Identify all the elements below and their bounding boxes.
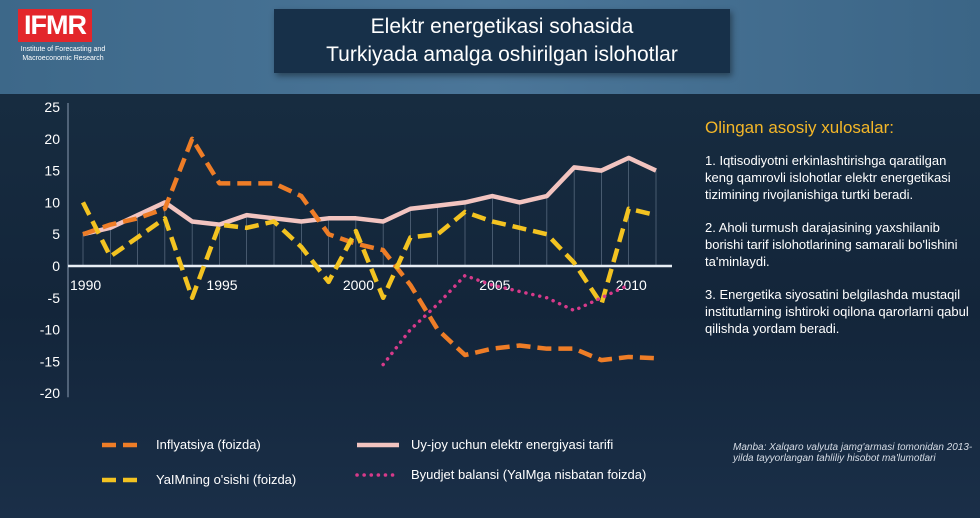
legend-item: Uy-joy uchun elektr energiyasi tarifi — [355, 437, 613, 452]
series-line-2 — [80, 201, 657, 307]
x-tick-label: 2005 — [479, 277, 510, 293]
legend-label: Uy-joy uchun elektr energiyasi tarifi — [411, 437, 614, 452]
y-tick-label: 15 — [44, 163, 60, 179]
legend-label: Inflyatsiya (foizda) — [156, 437, 261, 452]
y-tick-label: 5 — [52, 226, 60, 242]
series-line-3 — [381, 273, 631, 367]
legend-swatch — [102, 477, 144, 482]
title-line-2: Turkiyada amalga oshirilgan islohotlar — [326, 43, 678, 66]
conclusions-panel: Olingan asosiy xulosalar: 1. Iqtisodiyot… — [705, 118, 975, 353]
legend-swatch — [355, 472, 401, 477]
legend-label: Byudjet balansi (YaIMga nisbatan foizda) — [411, 467, 647, 482]
legend-swatch — [357, 442, 399, 447]
line-chart: 25 20 15 10 5 0 -5 -10 -15 -20 1990 1995 2000 2005 201… — [40, 99, 672, 401]
conclusion-1: 1. Iqtisodiyotni erkinlashtirishga qarat… — [705, 153, 951, 202]
title-line-1: Elektr energetikasi sohasida — [370, 15, 634, 38]
legend-item: Byudjet balansi (YaIMga nisbatan foizda) — [355, 467, 646, 482]
y-tick-label: 0 — [52, 258, 60, 274]
legend-swatch — [102, 442, 144, 447]
logo-subtitle: Institute of Forecasting and Macroeconom… — [20, 46, 106, 62]
y-tick-label: 20 — [44, 131, 60, 147]
legend-item: Inflyatsiya (foizda) — [100, 437, 261, 452]
page-title: Elektr energetikasi sohasida Turkiyada a… — [274, 9, 730, 73]
logo-mark: IFMR — [18, 9, 92, 42]
conclusion-3: 3. Energetika siyosatini belgilashda mus… — [705, 287, 969, 336]
x-tick-label: 1995 — [206, 277, 237, 293]
conclusion-2: 2. Aholi turmush darajasining yaxshilani… — [705, 220, 958, 269]
series-line-0 — [82, 136, 657, 363]
logo: IFMR Institute of Forecasting and Macroe… — [18, 9, 108, 63]
y-tick-label: -10 — [40, 322, 60, 338]
y-tick-label: 10 — [44, 194, 60, 210]
x-tick-label: 2010 — [616, 277, 647, 293]
x-tick-label: 2000 — [343, 277, 374, 293]
legend-label: YaIMning o'sishi (foizda) — [156, 472, 297, 487]
x-tick-label: 1990 — [70, 277, 101, 293]
y-tick-label: -15 — [40, 353, 60, 369]
legend-item: YaIMning o'sishi (foizda) — [100, 472, 296, 487]
source-note: Manba: Xalqaro valyuta jamg'armasi tomon… — [733, 442, 973, 464]
y-tick-label: 25 — [44, 99, 60, 115]
y-tick-label: -20 — [40, 385, 60, 401]
y-tick-label: -5 — [48, 290, 61, 306]
series-line-1 — [82, 155, 657, 237]
conclusions-heading: Olingan asosiy xulosalar: — [705, 118, 894, 137]
